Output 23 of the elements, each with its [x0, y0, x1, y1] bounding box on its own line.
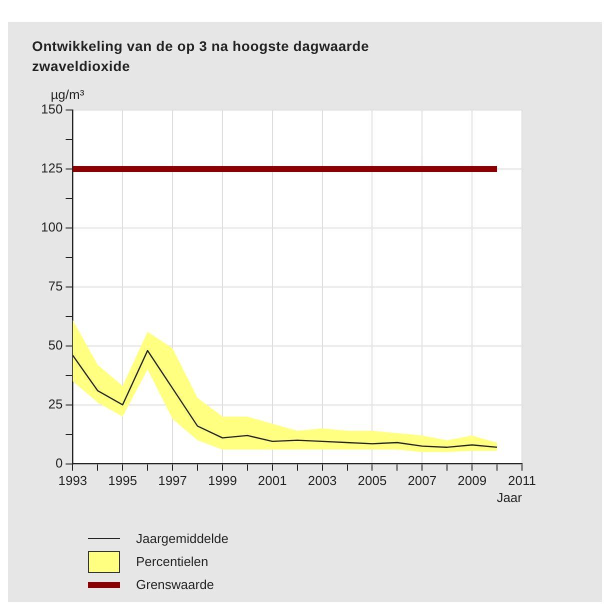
- x-tick-label: 1995: [108, 473, 138, 488]
- y-tick-label: 75: [48, 278, 63, 294]
- x-tick-label: 1997: [158, 473, 187, 488]
- y-tick-label: 125: [40, 160, 63, 176]
- x-tick-label: 1999: [208, 473, 237, 488]
- x-tick-label: 2011: [508, 473, 536, 488]
- x-axis-title: Jaar: [496, 490, 523, 505]
- y-tick-label: 25: [48, 396, 63, 412]
- legend-label: Grenswaarde: [136, 577, 214, 592]
- x-tick-label: 2003: [308, 473, 337, 488]
- x-tick-label: 2001: [258, 473, 287, 488]
- y-tick-label: 0: [55, 455, 63, 470]
- x-tick-label: 2007: [408, 473, 437, 488]
- chart-title: Ontwikkeling van de op 3 na hoogste dagwaarde zwaveldioxide: [32, 37, 370, 76]
- x-tick-label: 2009: [458, 473, 487, 488]
- y-tick-label: 150: [40, 102, 63, 117]
- y-tick-label: 100: [40, 220, 63, 235]
- legend-label: Percentielen: [136, 554, 208, 569]
- y-tick-label: 50: [48, 337, 63, 352]
- y-axis-title: µg/m³: [50, 87, 85, 102]
- x-tick-label: 2005: [358, 473, 387, 488]
- x-tick-label: 1993: [58, 473, 88, 488]
- legend-label: Jaargemiddelde: [136, 531, 229, 546]
